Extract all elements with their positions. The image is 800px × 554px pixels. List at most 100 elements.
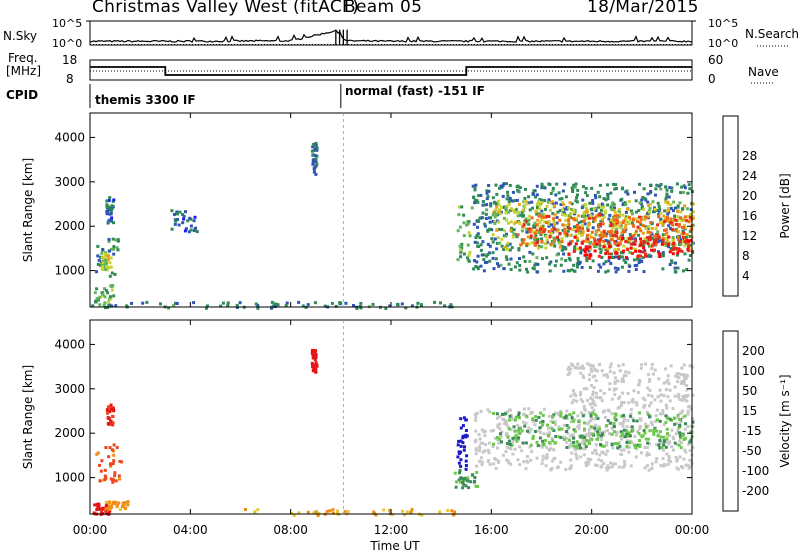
- heatmap-cell: [497, 210, 501, 214]
- heatmap-cell: [666, 200, 670, 204]
- heatmap-cell: [657, 204, 661, 208]
- heatmap-cell: [479, 441, 483, 445]
- heatmap-cell: [648, 429, 652, 433]
- heatmap-cell: [521, 229, 524, 233]
- heatmap-cell: [685, 268, 689, 271]
- heatmap-cell: [621, 391, 625, 395]
- heatmap-cell: [688, 465, 692, 469]
- heatmap-cell: [516, 432, 520, 436]
- heatmap-cell: [111, 284, 115, 287]
- heatmap-cell: [593, 417, 597, 421]
- heatmap-cell: [615, 234, 619, 238]
- heatmap-cell: [609, 231, 613, 235]
- heatmap-cell: [667, 242, 671, 246]
- heatmap-cell: [591, 199, 595, 202]
- heatmap-cell: [574, 229, 578, 233]
- heatmap-cell: [105, 205, 109, 209]
- heatmap-cell: [548, 262, 551, 266]
- heatmap-cell: [580, 206, 584, 210]
- heatmap-cell: [626, 192, 630, 196]
- heatmap-cell: [681, 380, 685, 384]
- heatmap-cell: [525, 242, 529, 246]
- x-tick-label: 04:00: [173, 523, 208, 537]
- heatmap-cell: [493, 215, 497, 219]
- heatmap-cell: [479, 409, 483, 413]
- heatmap-cell: [674, 228, 678, 232]
- heatmap-cell: [561, 201, 565, 205]
- heatmap-cell: [517, 429, 521, 433]
- heatmap-cell: [284, 304, 288, 308]
- heatmap-cell: [644, 227, 648, 231]
- heatmap-cell: [648, 235, 652, 239]
- heatmap-cell: [683, 414, 687, 418]
- heatmap-cell: [667, 224, 671, 228]
- heatmap-cell: [181, 221, 185, 225]
- heatmap-cell: [626, 240, 630, 244]
- heatmap-cell: [104, 288, 108, 292]
- heatmap-cell: [588, 201, 592, 205]
- heatmap-cell: [647, 210, 651, 214]
- heatmap-cell: [514, 434, 518, 438]
- heatmap-cell: [597, 396, 601, 400]
- heatmap-cell: [547, 414, 551, 418]
- heatmap-cell: [481, 240, 485, 244]
- heatmap-cell: [532, 267, 536, 271]
- heatmap-cell: [630, 399, 634, 403]
- heatmap-cell: [645, 451, 649, 455]
- heatmap-cell: [604, 260, 608, 264]
- heatmap-cell: [673, 422, 677, 426]
- heatmap-cell: [586, 237, 590, 241]
- heatmap-cell: [462, 252, 466, 256]
- heatmap-cell: [509, 257, 513, 261]
- heatmap-cell: [585, 259, 589, 263]
- heatmap-cell: [517, 413, 521, 417]
- heatmap-cell: [472, 480, 476, 484]
- heatmap-cell: [616, 267, 620, 271]
- heatmap-cell: [676, 416, 680, 420]
- heatmap-cell: [535, 184, 539, 188]
- heatmap-cell: [582, 387, 586, 391]
- heatmap-cell: [495, 205, 499, 209]
- heatmap-cell: [537, 199, 540, 203]
- heatmap-cell: [475, 471, 479, 474]
- heatmap-cell: [587, 434, 591, 438]
- heatmap-cell: [572, 392, 576, 396]
- heatmap-cell: [112, 252, 116, 256]
- heatmap-cell: [626, 248, 630, 252]
- heatmap-cell: [459, 426, 463, 430]
- heatmap-cell: [559, 460, 563, 464]
- heatmap-cell: [689, 217, 693, 221]
- heatmap-cell: [109, 297, 113, 301]
- heatmap-cell: [613, 393, 617, 396]
- heatmap-cell: [663, 217, 667, 221]
- heatmap-cell: [594, 233, 598, 237]
- heatmap-cell: [270, 300, 274, 304]
- heatmap-cell: [664, 185, 668, 189]
- heatmap-cell: [546, 200, 550, 204]
- heatmap-cell: [314, 160, 318, 164]
- heatmap-cell: [533, 430, 537, 433]
- heatmap-cell: [675, 459, 679, 463]
- heatmap-cell: [544, 464, 548, 468]
- heatmap-cell: [551, 212, 555, 216]
- heatmap-cell: [622, 249, 626, 253]
- heatmap-cell: [514, 415, 518, 419]
- heatmap-cell: [540, 425, 544, 429]
- heatmap-cell: [642, 224, 646, 228]
- heatmap-cell: [682, 269, 685, 273]
- heatmap-cell: [667, 434, 671, 437]
- heatmap-cell: [638, 443, 642, 447]
- heatmap-cell: [595, 230, 599, 234]
- velocity-colorbar-tick: 100: [742, 364, 765, 378]
- heatmap-cell: [639, 229, 643, 233]
- heatmap-cell: [620, 380, 624, 383]
- heatmap-cell: [646, 214, 650, 218]
- heatmap-cell: [670, 445, 674, 449]
- heatmap-cell: [607, 256, 611, 259]
- heatmap-cell: [659, 187, 663, 191]
- heatmap-cell: [109, 419, 113, 423]
- heatmap-cell: [627, 371, 631, 375]
- cpid-segment-label-2: normal (fast) -151 IF: [345, 84, 485, 98]
- power-colorbar-tick: 20: [742, 189, 757, 203]
